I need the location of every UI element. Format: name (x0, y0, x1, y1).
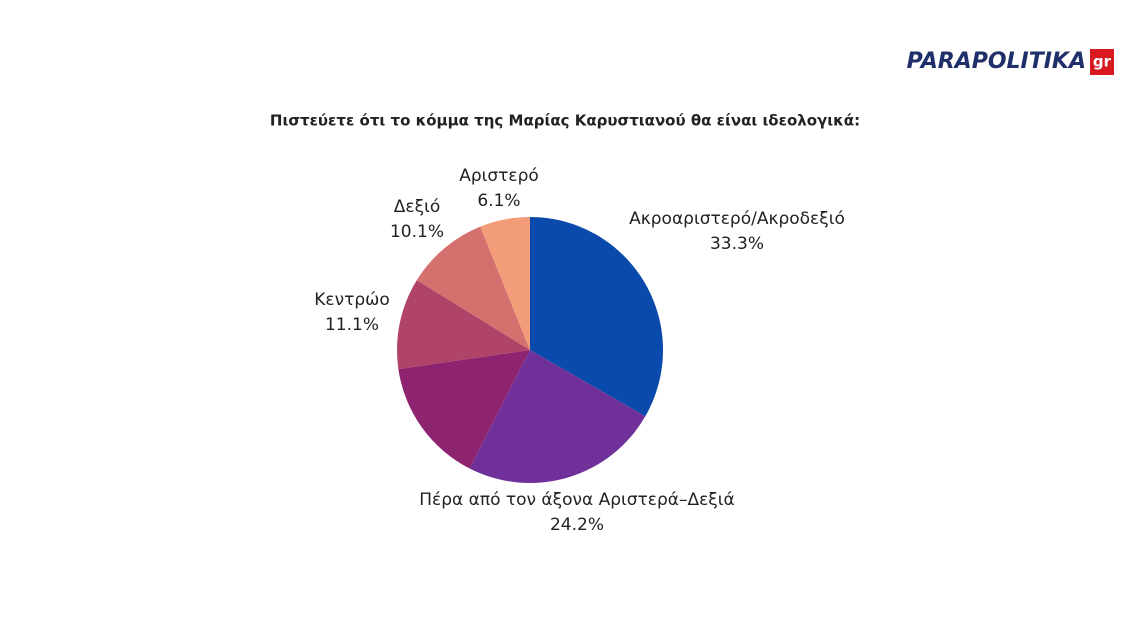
slice-label: Ακροαριστερό/Ακροδεξιό (629, 209, 845, 229)
pie-slice (398, 350, 530, 469)
value-label: 11.1% (325, 315, 379, 335)
value-label: 24.2% (550, 515, 604, 535)
slice-label: Δεξιό (394, 197, 440, 217)
slice-label: Πέρα από τον άξονα Αριστερά–Δεξιά (419, 490, 734, 510)
value-label: 33.3% (710, 234, 764, 254)
slice-label: Αριστερό (459, 166, 539, 186)
pie-slice (480, 217, 530, 350)
pie-slice (416, 226, 530, 350)
pie-slice (397, 280, 530, 370)
logo-text: PARAPOLITIKA (907, 49, 1086, 74)
logo-suffix: gr (1093, 53, 1112, 71)
logo-badge (1090, 49, 1114, 75)
slice-label: Κεντρώο (314, 290, 390, 310)
value-label: 6.1% (477, 191, 520, 211)
pie-slice (530, 217, 663, 417)
pie-slice (469, 350, 646, 483)
chart-title: Πιστεύετε ότι το κόμμα της Μαρίας Καρυστ… (270, 112, 860, 130)
logo: PARAPOLITIKA gr (907, 49, 1114, 75)
value-label: 10.1% (390, 222, 444, 242)
